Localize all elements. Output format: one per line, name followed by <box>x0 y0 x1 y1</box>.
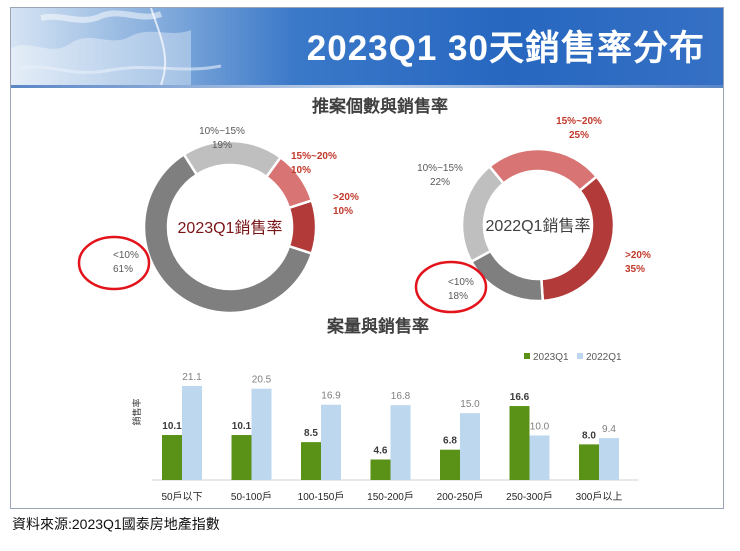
donut-slice-2022-r15_20 <box>487 147 599 193</box>
legend-swatch-2022Q1 <box>577 353 583 359</box>
slice-label: >20% <box>333 192 359 203</box>
bar-2022Q1-5 <box>529 435 550 480</box>
bar-value-label: 8.0 <box>582 430 596 441</box>
y-axis-label: 銷售率 <box>131 398 142 425</box>
bar-value-label: 16.8 <box>391 391 411 402</box>
category-label: 300戶以上 <box>576 491 623 503</box>
slice-label: 15%~20% <box>291 151 337 162</box>
category-label: 100-150戶 <box>298 491 345 503</box>
bar-2023Q1-5 <box>509 406 530 480</box>
donut-center-label: 2022Q1銷售率 <box>486 217 591 235</box>
source-note: 資料來源:2023Q1國泰房地產指數 <box>12 516 220 532</box>
bar-value-label: 20.5 <box>252 375 272 386</box>
slice-label: 10%~15% <box>199 126 245 137</box>
bar-value-label: 6.8 <box>443 436 457 447</box>
donut-section-title: 推案個數與銷售率 <box>312 96 448 116</box>
bar-value-label: 10.1 <box>162 421 182 432</box>
bar-section-title: 案量與銷售率 <box>326 316 429 336</box>
bar-value-label: 9.4 <box>602 424 616 435</box>
title-divider <box>11 85 723 88</box>
legend-label-2022Q1: 2022Q1 <box>586 352 622 363</box>
slice-value-label: 22% <box>430 177 450 188</box>
slice-value-label: 10% <box>333 206 353 217</box>
bar-2022Q1-3 <box>390 405 411 480</box>
slice-value-label: 61% <box>113 264 133 275</box>
bar-chart: 銷售率 10.1 21.1 50戶以下 10.1 20.5 50-100戶 8.5 16.9 10… <box>131 352 639 503</box>
bar-2022Q1-2 <box>321 404 341 480</box>
bar-value-label: 4.6 <box>374 446 388 457</box>
slice-label: 10%~15% <box>417 163 463 174</box>
slice-value-label: 10% <box>291 165 311 176</box>
bar-value-label: 10.1 <box>232 421 252 432</box>
bar-2022Q1-6 <box>599 438 619 480</box>
highlight-circle-2022-lt10 <box>414 260 488 314</box>
bar-value-label: 8.5 <box>304 428 318 439</box>
bar-2023Q1-6 <box>579 444 599 480</box>
slice-value-label: 18% <box>448 291 468 302</box>
category-label: 50-100戶 <box>231 491 272 503</box>
bar-2022Q1-1 <box>251 388 272 480</box>
bar-value-label: 16.6 <box>510 392 530 403</box>
slice-value-label: 25% <box>569 130 589 141</box>
bar-2023Q1-0 <box>162 435 182 480</box>
legend-label-2023Q1: 2023Q1 <box>533 352 569 363</box>
bar-value-label: 15.0 <box>460 399 480 410</box>
bar-2023Q1-4 <box>440 449 460 480</box>
slice-label: >20% <box>625 250 651 261</box>
bar-value-label: 21.1 <box>182 372 202 383</box>
donut-slice-2022-gt20 <box>540 174 616 303</box>
highlight-circle-2023-lt10 <box>77 235 151 291</box>
category-label: 250-300戶 <box>506 491 553 503</box>
legend-swatch-2023Q1 <box>524 353 530 359</box>
slice-label: <10% <box>448 277 474 288</box>
bar-2023Q1-1 <box>231 435 252 480</box>
page-title: 2023Q1 30天銷售率分布 <box>306 29 705 68</box>
donut-charts: >20% 10% <10% 61% 10%~15% 19% 15%~20% 10% 2023Q1… <box>113 116 651 315</box>
category-label: 150-200戶 <box>367 491 414 503</box>
title-banner: 2023Q1 30天銷售率分布 <box>11 8 723 85</box>
bar-value-label: 16.9 <box>321 391 341 402</box>
slice-value-label: 35% <box>625 264 645 275</box>
bar-2023Q1-3 <box>370 459 391 480</box>
slice-value-label: 19% <box>212 140 232 151</box>
bar-2023Q1-2 <box>301 442 321 480</box>
world-map-graphic <box>11 8 222 85</box>
category-label: 50戶以下 <box>161 491 202 503</box>
donut-slice-2023-r10_15 <box>182 139 283 179</box>
slice-label: 15%~20% <box>556 116 602 127</box>
donut-slice-2023-gt20 <box>287 198 318 256</box>
donut-slice-2023-lt10 <box>142 152 314 315</box>
donut-center-label: 2023Q1銷售率 <box>178 219 283 237</box>
bar-2022Q1-0 <box>182 386 202 480</box>
slice-label: <10% <box>113 250 139 261</box>
bar-2022Q1-4 <box>460 413 480 480</box>
category-label: 200-250戶 <box>437 491 484 503</box>
bar-value-label: 10.0 <box>530 421 550 432</box>
donut-slice-2022-r10_15 <box>460 164 506 264</box>
donut-slice-2023-r15_20 <box>264 155 314 210</box>
